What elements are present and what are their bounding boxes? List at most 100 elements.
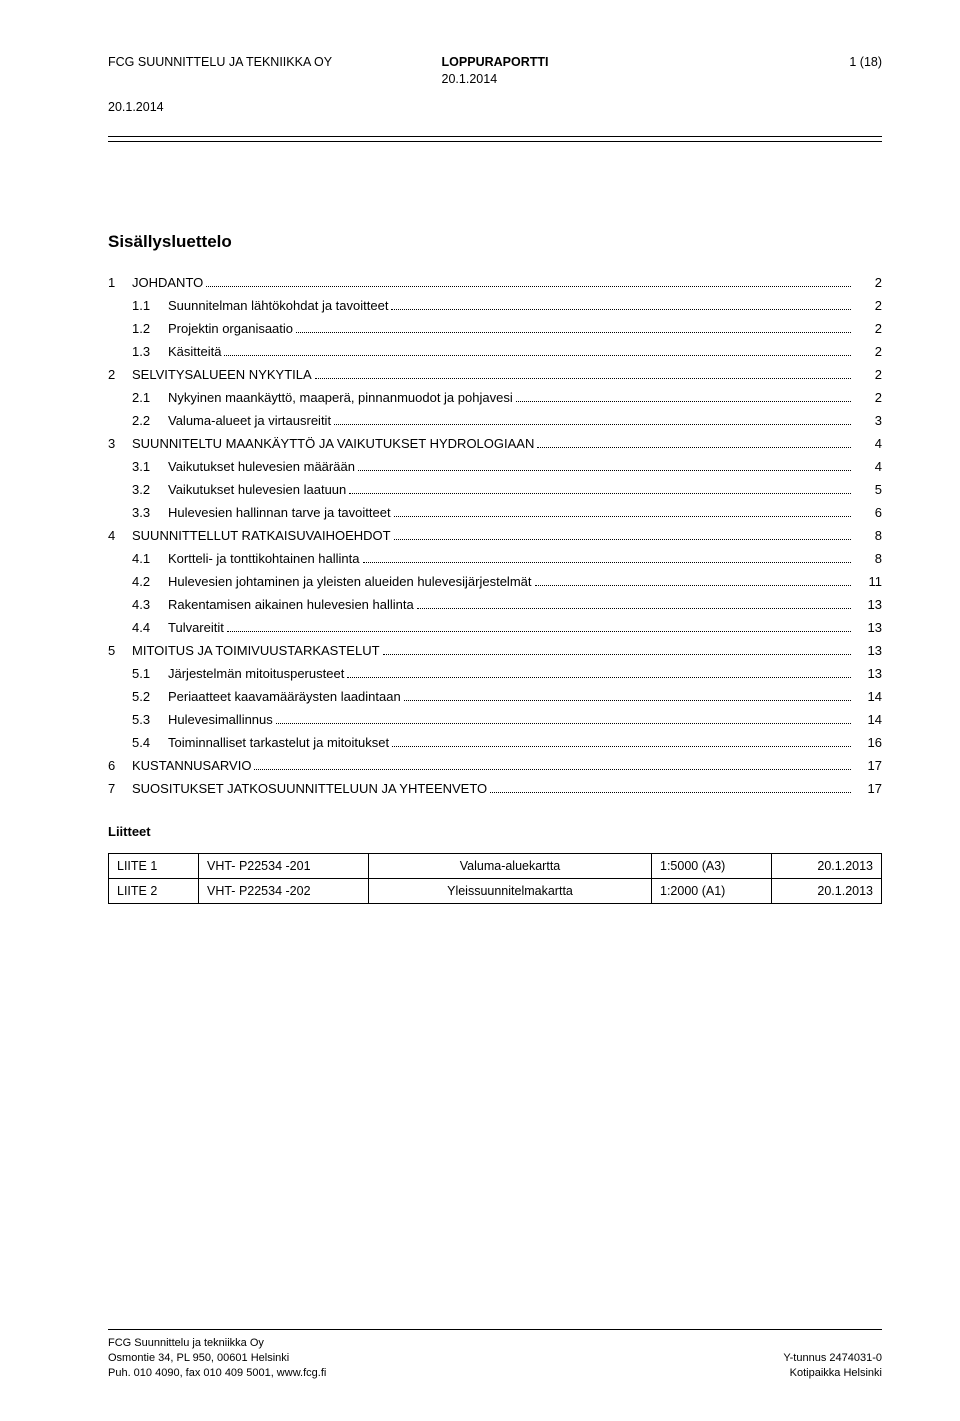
toc-number: 2 bbox=[108, 368, 132, 381]
toc-row: 5.4Toiminnalliset tarkastelut ja mitoitu… bbox=[108, 736, 882, 750]
toc-number: 7 bbox=[108, 782, 132, 795]
toc-label: Hulevesien hallinnan tarve ja tavoitteet bbox=[168, 506, 391, 519]
table-cell: VHT- P22534 -201 bbox=[199, 853, 369, 878]
footer-contact: Puh. 010 4090, fax 010 409 5001, www.fcg… bbox=[108, 1366, 326, 1381]
toc-leader bbox=[254, 769, 851, 770]
toc-number: 4 bbox=[108, 529, 132, 542]
toc-leader bbox=[347, 677, 851, 678]
toc-number: 2.1 bbox=[132, 391, 168, 404]
toc-number: 1.3 bbox=[132, 345, 168, 358]
toc-label: KUSTANNUSARVIO bbox=[132, 759, 251, 772]
toc-leader bbox=[363, 562, 851, 563]
toc-leader bbox=[315, 378, 851, 379]
toc-page: 2 bbox=[854, 391, 882, 404]
table-of-contents: 1JOHDANTO21.1Suunnitelman lähtökohdat ja… bbox=[108, 276, 882, 796]
document-page: FCG SUUNNITTELU JA TEKNIIKKA OY LOPPURAP… bbox=[0, 0, 960, 1421]
table-cell: 20.1.2013 bbox=[772, 853, 882, 878]
toc-leader bbox=[358, 470, 851, 471]
header-rule-2 bbox=[108, 141, 882, 142]
toc-label: SUUNNITELTU MAANKÄYTTÖ JA VAIKUTUKSET HY… bbox=[132, 437, 534, 450]
table-cell: 1:2000 (A1) bbox=[652, 878, 772, 903]
toc-row: 2.2Valuma-alueet ja virtausreitit3 bbox=[108, 414, 882, 428]
toc-number: 1 bbox=[108, 276, 132, 289]
toc-leader bbox=[276, 723, 851, 724]
table-cell: Valuma-aluekartta bbox=[369, 853, 652, 878]
toc-leader bbox=[537, 447, 851, 448]
toc-leader bbox=[296, 332, 851, 333]
toc-row: 3SUUNNITELTU MAANKÄYTTÖ JA VAIKUTUKSET H… bbox=[108, 437, 882, 451]
toc-number: 1.1 bbox=[132, 299, 168, 312]
toc-page: 3 bbox=[854, 414, 882, 427]
page-header: FCG SUUNNITTELU JA TEKNIIKKA OY LOPPURAP… bbox=[108, 54, 882, 88]
toc-leader bbox=[383, 654, 851, 655]
toc-page: 4 bbox=[854, 460, 882, 473]
table-cell: LIITE 2 bbox=[109, 878, 199, 903]
toc-row: 3.1Vaikutukset hulevesien määrään 4 bbox=[108, 460, 882, 474]
toc-row: 1.2Projektin organisaatio2 bbox=[108, 322, 882, 336]
toc-leader bbox=[394, 516, 851, 517]
toc-number: 3.3 bbox=[132, 506, 168, 519]
toc-label: Vaikutukset hulevesien määrään bbox=[168, 460, 355, 473]
table-cell: VHT- P22534 -202 bbox=[199, 878, 369, 903]
toc-leader bbox=[334, 424, 851, 425]
footer-address: Osmontie 34, PL 950, 00601 Helsinki bbox=[108, 1351, 289, 1366]
toc-number: 5.1 bbox=[132, 667, 168, 680]
toc-page: 13 bbox=[854, 598, 882, 611]
toc-row: 2SELVITYSALUEEN NYKYTILA2 bbox=[108, 368, 882, 382]
toc-row: 7SUOSITUKSET JATKOSUUNNITTELUUN JA YHTEE… bbox=[108, 782, 882, 796]
table-row: LIITE 2VHT- P22534 -202Yleissuunnitelmak… bbox=[109, 878, 882, 903]
table-row: LIITE 1VHT- P22534 -201Valuma-aluekartta… bbox=[109, 853, 882, 878]
footer-company: FCG Suunnittelu ja tekniikka Oy bbox=[108, 1336, 264, 1351]
toc-number: 3 bbox=[108, 437, 132, 450]
toc-page: 2 bbox=[854, 299, 882, 312]
table-cell: 20.1.2013 bbox=[772, 878, 882, 903]
toc-leader bbox=[391, 309, 851, 310]
toc-number: 4.1 bbox=[132, 552, 168, 565]
header-title: LOPPURAPORTTI bbox=[442, 55, 549, 69]
toc-page: 2 bbox=[854, 276, 882, 289]
toc-row: 2.1Nykyinen maankäyttö, maaperä, pinnanm… bbox=[108, 391, 882, 405]
header-company: FCG SUUNNITTELU JA TEKNIIKKA OY bbox=[108, 54, 442, 88]
toc-leader bbox=[490, 792, 851, 793]
toc-label: MITOITUS JA TOIMIVUUSTARKASTELUT bbox=[132, 644, 380, 657]
toc-leader bbox=[394, 539, 851, 540]
toc-row: 5MITOITUS JA TOIMIVUUSTARKASTELUT 13 bbox=[108, 644, 882, 658]
footer-ytunnus: Y-tunnus 2474031-0 bbox=[783, 1351, 882, 1366]
header-date: 20.1.2014 bbox=[442, 71, 549, 88]
toc-row: 3.2Vaikutukset hulevesien laatuun 5 bbox=[108, 483, 882, 497]
toc-page: 2 bbox=[854, 368, 882, 381]
toc-label: Suunnitelman lähtökohdat ja tavoitteet bbox=[168, 299, 388, 312]
toc-leader bbox=[206, 286, 851, 287]
toc-leader bbox=[227, 631, 851, 632]
footer-domicile: Kotipaikka Helsinki bbox=[790, 1366, 882, 1381]
toc-label: SELVITYSALUEEN NYKYTILA bbox=[132, 368, 312, 381]
toc-row: 1.3Käsitteitä2 bbox=[108, 345, 882, 359]
toc-label: Hulevesimallinnus bbox=[168, 713, 273, 726]
page-footer: FCG Suunnittelu ja tekniikka Oy Osmontie… bbox=[108, 1329, 882, 1381]
toc-number: 1.2 bbox=[132, 322, 168, 335]
toc-row: 4SUUNNITTELLUT RATKAISUVAIHOEHDOT8 bbox=[108, 529, 882, 543]
toc-label: Vaikutukset hulevesien laatuun bbox=[168, 483, 346, 496]
header-date-below: 20.1.2014 bbox=[108, 100, 882, 114]
toc-number: 3.2 bbox=[132, 483, 168, 496]
toc-number: 5.2 bbox=[132, 690, 168, 703]
toc-number: 6 bbox=[108, 759, 132, 772]
toc-label: Hulevesien johtaminen ja yleisten alueid… bbox=[168, 575, 532, 588]
toc-page: 17 bbox=[854, 759, 882, 772]
toc-row: 6KUSTANNUSARVIO 17 bbox=[108, 759, 882, 773]
toc-page: 14 bbox=[854, 713, 882, 726]
toc-row: 1.1Suunnitelman lähtökohdat ja tavoittee… bbox=[108, 299, 882, 313]
toc-leader bbox=[417, 608, 851, 609]
toc-page: 8 bbox=[854, 552, 882, 565]
toc-page: 13 bbox=[854, 644, 882, 657]
attachments-table: LIITE 1VHT- P22534 -201Valuma-aluekartta… bbox=[108, 853, 882, 904]
toc-row: 4.1Kortteli- ja tonttikohtainen hallinta… bbox=[108, 552, 882, 566]
toc-page: 5 bbox=[854, 483, 882, 496]
toc-number: 3.1 bbox=[132, 460, 168, 473]
footer-rule bbox=[108, 1329, 882, 1330]
table-cell: LIITE 1 bbox=[109, 853, 199, 878]
toc-number: 5 bbox=[108, 644, 132, 657]
toc-page: 11 bbox=[854, 575, 882, 588]
toc-label: Valuma-alueet ja virtausreitit bbox=[168, 414, 331, 427]
toc-number: 5.4 bbox=[132, 736, 168, 749]
